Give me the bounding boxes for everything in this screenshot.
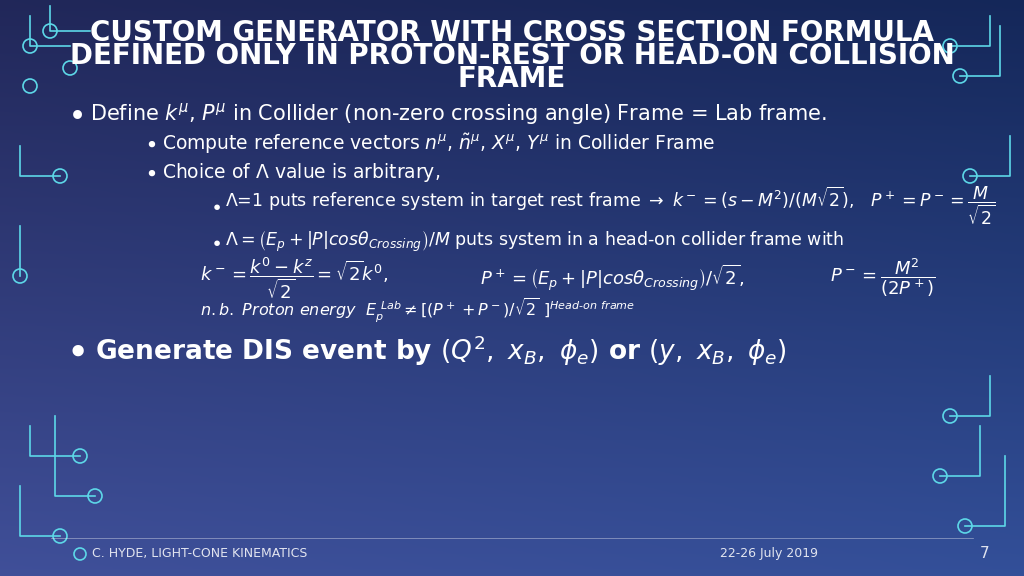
Text: $P^- = \dfrac{M^2}{(2P^+)}$: $P^- = \dfrac{M^2}{(2P^+)}$ [830, 257, 936, 299]
Text: $\Lambda = \left(E_p + |P|cos\theta_{Crossing}\right)/M$ puts system in a head-o: $\Lambda = \left(E_p + |P|cos\theta_{Cro… [225, 228, 844, 253]
Text: DEFINED ONLY IN PROTON-REST OR HEAD-ON COLLISION: DEFINED ONLY IN PROTON-REST OR HEAD-ON C… [70, 42, 954, 70]
Text: $P^+ = \left(E_p + |P|cos\theta_{Crossing}\right)/\sqrt{2},$: $P^+ = \left(E_p + |P|cos\theta_{Crossin… [480, 263, 744, 293]
Text: $\Lambda$=1 puts reference system in target rest frame $\rightarrow$ $k^- = (s -: $\Lambda$=1 puts reference system in tar… [225, 185, 995, 228]
Text: $k^- = \dfrac{k^0 - k^z}{\sqrt{2}} = \sqrt{2}k^0,$: $k^- = \dfrac{k^0 - k^z}{\sqrt{2}} = \sq… [200, 255, 388, 301]
Text: FRAME: FRAME [458, 65, 566, 93]
Text: 7: 7 [980, 547, 989, 562]
Text: $\bullet$: $\bullet$ [67, 100, 83, 128]
Text: $\bullet$: $\bullet$ [210, 232, 220, 251]
Text: 22-26 July 2019: 22-26 July 2019 [720, 548, 818, 560]
Text: $n.b.$ Proton energy  $E_p^{\ Lab} \neq [(P^+ + P^-)/\sqrt{2}\ ]^{Head\text{-}on: $n.b.$ Proton energy $E_p^{\ Lab} \neq [… [200, 297, 635, 325]
Text: $\bullet$: $\bullet$ [210, 196, 220, 215]
Text: $\bullet$: $\bullet$ [144, 134, 156, 154]
Text: C. HYDE, LIGHT-CONE KINEMATICS: C. HYDE, LIGHT-CONE KINEMATICS [92, 548, 307, 560]
Text: Choice of $\Lambda$ value is arbitrary,: Choice of $\Lambda$ value is arbitrary, [162, 161, 440, 184]
Text: Compute reference vectors $n^\mu$, $\tilde{n}^\mu$, $X^\mu$, $Y^\mu$ in Collider: Compute reference vectors $n^\mu$, $\til… [162, 132, 715, 156]
Text: Define $k^\mu$, $P^\mu$ in Collider (non-zero crossing angle) Frame = Lab frame.: Define $k^\mu$, $P^\mu$ in Collider (non… [90, 101, 826, 127]
Text: CUSTOM GENERATOR WITH CROSS SECTION FORMULA: CUSTOM GENERATOR WITH CROSS SECTION FORM… [90, 19, 934, 47]
Text: Generate DIS event by $(Q^2,\ x_B,\ \phi_e)$ or $(y,\ x_B,\ \phi_e)$: Generate DIS event by $(Q^2,\ x_B,\ \phi… [95, 334, 786, 368]
Text: $\bullet$: $\bullet$ [144, 163, 156, 183]
Text: $\bullet$: $\bullet$ [66, 332, 85, 370]
